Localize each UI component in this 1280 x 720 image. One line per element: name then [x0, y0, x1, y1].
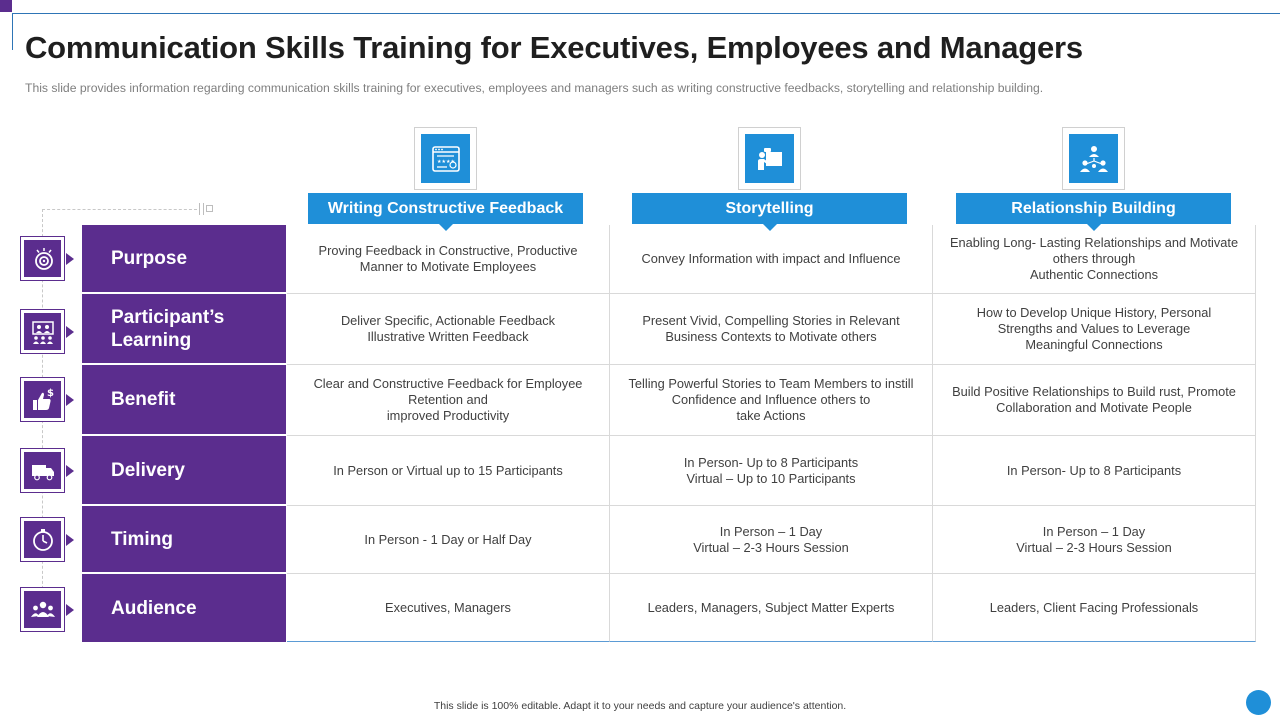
row-label-timing: Timing — [82, 506, 286, 574]
connector-tick — [203, 203, 204, 215]
table-cell: Proving Feedback in Constructive, Produc… — [287, 225, 610, 294]
table-cell: Executives, Managers — [287, 574, 610, 642]
table-cell: In Person - 1 Day or Half Day — [287, 506, 610, 574]
thumbs-up-dollar-icon: $ — [32, 388, 54, 410]
top-rule — [12, 13, 1280, 14]
table-cell: In Person – 1 Day Virtual – 2-3 Hours Se… — [933, 506, 1256, 574]
table-cell: Convey Information with impact and Influ… — [610, 225, 933, 294]
table-cell: Leaders, Client Facing Professionals — [933, 574, 1256, 642]
row-icon-box — [20, 517, 74, 562]
target-icon — [34, 247, 53, 270]
svg-text:★★★★: ★★★★ — [437, 159, 455, 165]
slide-badge-icon — [1246, 690, 1271, 715]
connector-tick — [199, 203, 200, 215]
row-icon-box: $ — [20, 377, 74, 422]
table-cell: In Person- Up to 8 Participants — [933, 436, 1256, 506]
column-header-writing-feedback: Writing Constructive Feedback — [308, 193, 583, 231]
table-cell: Telling Powerful Stories to Team Members… — [610, 365, 933, 436]
dashed-connector-horizontal — [42, 209, 197, 210]
column-header-storytelling: Storytelling — [632, 193, 907, 231]
column-icon-box — [1062, 127, 1125, 190]
corner-accent — [0, 0, 12, 12]
column-header-label: Storytelling — [725, 199, 814, 217]
left-rule — [12, 13, 13, 50]
row-icon-box — [20, 448, 74, 493]
audience-group-icon — [30, 601, 55, 617]
stopwatch-icon — [32, 528, 53, 551]
table-cell: How to Develop Unique History, Personal … — [933, 294, 1256, 365]
connector-square — [206, 205, 213, 212]
svg-text:$: $ — [47, 388, 54, 399]
page-subtitle: This slide provides information regardin… — [25, 81, 1044, 95]
delivery-truck-icon — [31, 464, 54, 480]
presenter-icon — [757, 147, 782, 170]
row-label-participants-learning: Participant’s Learning — [82, 294, 286, 365]
table-cell: Leaders, Managers, Subject Matter Expert… — [610, 574, 933, 642]
table-cell: Build Positive Relationships to Build ru… — [933, 365, 1256, 436]
column-header-label: Writing Constructive Feedback — [327, 199, 564, 217]
table-cell: In Person – 1 Day Virtual – 2-3 Hours Se… — [610, 506, 933, 574]
column-header-label: Relationship Building — [1011, 199, 1176, 217]
column-header-relationship-building: Relationship Building — [956, 193, 1231, 231]
network-people-icon — [1079, 145, 1108, 172]
footer-note: This slide is 100% editable. Adapt it to… — [433, 700, 847, 712]
page-title: Communication Skills Training for Execut… — [25, 30, 1083, 65]
table-cell: Deliver Specific, Actionable Feedback Il… — [287, 294, 610, 365]
column-icon-box — [738, 127, 801, 190]
row-label-purpose: Purpose — [82, 225, 286, 294]
group-learning-icon — [31, 320, 54, 344]
row-label-delivery: Delivery — [82, 436, 286, 506]
feedback-form-icon: ★★★★ — [431, 145, 460, 172]
row-icon-box — [20, 587, 74, 632]
row-icon-box — [20, 236, 74, 281]
row-icon-box — [20, 309, 74, 354]
row-label-audience: Audience — [82, 574, 286, 642]
table-cell: In Person or Virtual up to 15 Participan… — [287, 436, 610, 506]
table-cell: Enabling Long- Lasting Relationships and… — [933, 225, 1256, 294]
row-label-benefit: Benefit — [82, 365, 286, 436]
table-cell: Present Vivid, Compelling Stories in Rel… — [610, 294, 933, 365]
table-cell: Clear and Constructive Feedback for Empl… — [287, 365, 610, 436]
table-cell: In Person- Up to 8 Participants Virtual … — [610, 436, 933, 506]
column-icon-box: ★★★★ — [414, 127, 477, 190]
